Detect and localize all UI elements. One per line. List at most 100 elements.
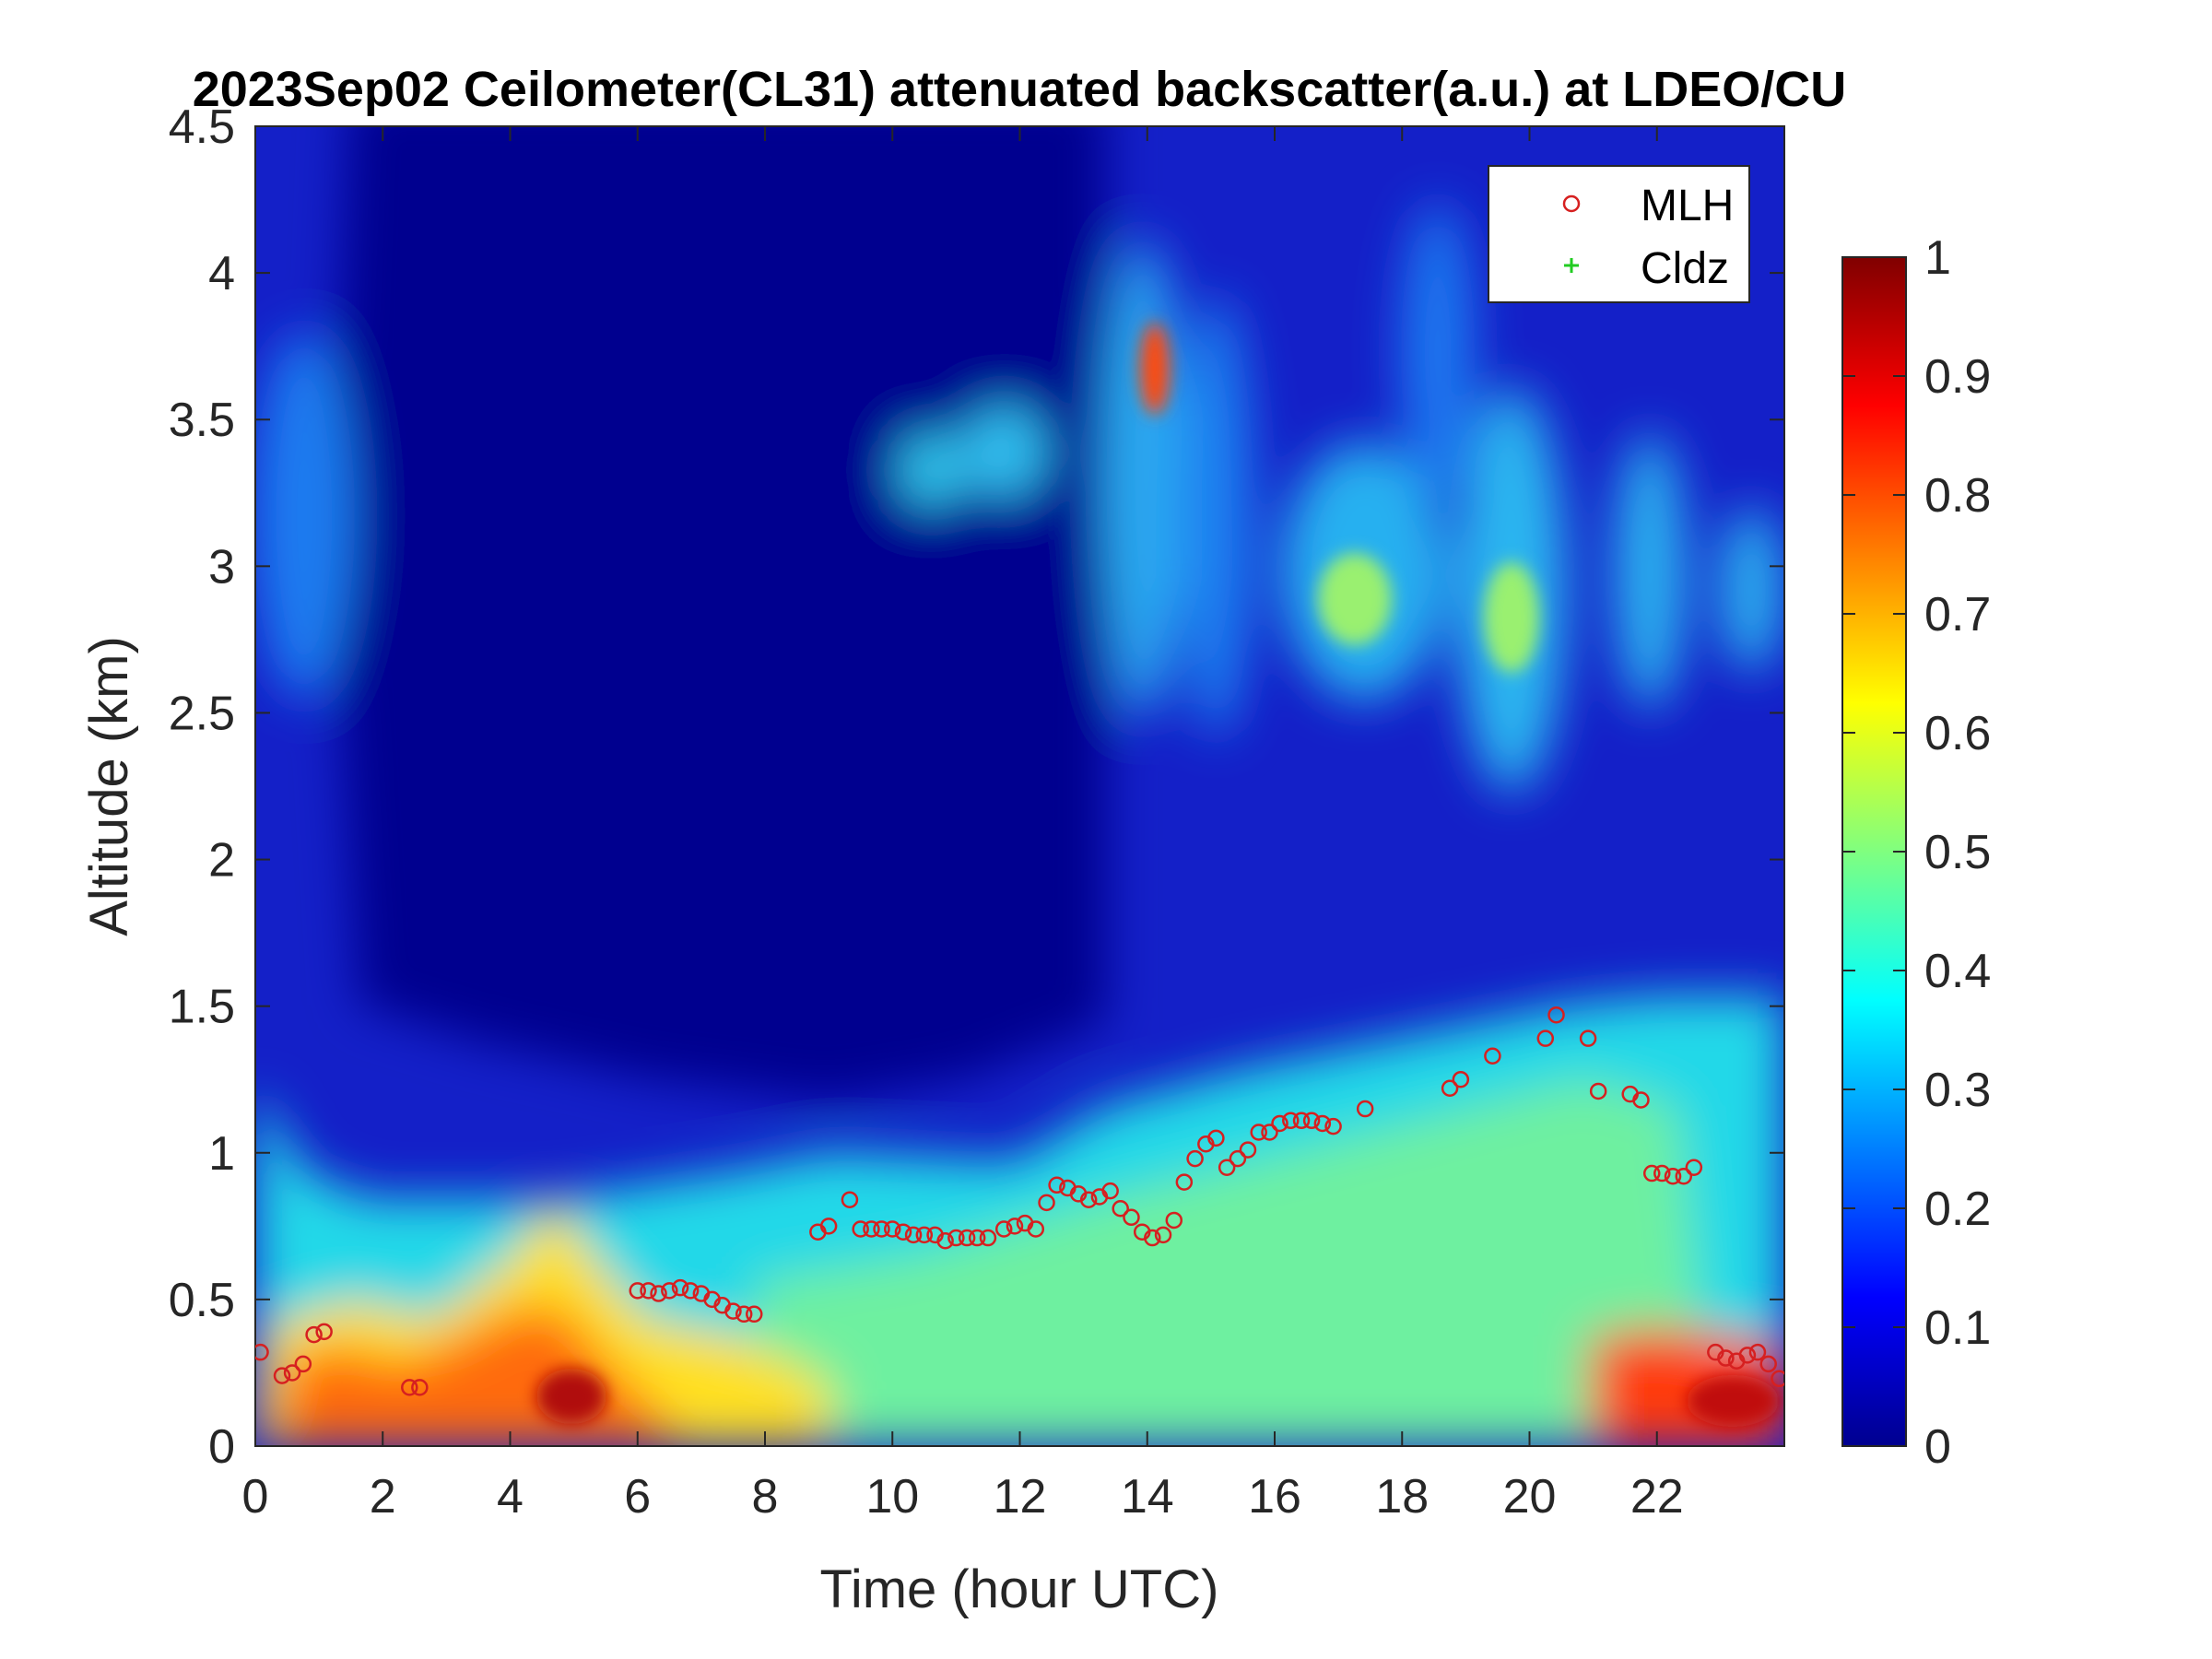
mlh-point [1218,1159,1236,1176]
mlh-point [1175,1173,1194,1191]
x-axis: 0 2 4 6 8 10 12 14 16 18 20 22 [242,126,1684,1524]
mlh-point [979,1229,997,1247]
mlh-point [1589,1082,1607,1100]
mlh-point [411,1379,429,1396]
mlh-point [958,1229,976,1247]
mlh-point [735,1305,753,1324]
x-tick-label: 16 [1248,1470,1301,1524]
mlh-point [724,1302,742,1320]
colorbar-tick-label: 0.5 [1924,826,1991,879]
y-tick-label: 3.5 [169,394,235,447]
mlh-point [852,1220,869,1238]
mlh-point [884,1220,901,1238]
mlh-point [255,1343,269,1361]
mlh-point [1165,1211,1183,1230]
mlh-point [1292,1112,1311,1130]
legend-cldz-label: Cldz [1641,244,1729,293]
y-axis-title: Altitude (km) [79,636,139,936]
mlh-point [1154,1226,1172,1244]
mlh-point [1441,1079,1459,1098]
mlh-point [401,1379,418,1396]
mlh-point [1261,1124,1278,1141]
mlh-series [255,1006,1784,1396]
mlh-point [1282,1112,1300,1130]
y-axis: 0 0.5 1 1.5 2 2.5 3 3.5 4 4.5 [169,100,1784,1474]
mlh-point [1313,1114,1332,1133]
colorbar-tick-label: 0.6 [1924,707,1991,760]
x-tick-label: 18 [1375,1470,1429,1524]
mlh-point [1112,1199,1129,1218]
mlh-point [273,1367,291,1384]
mlh-point [1717,1349,1735,1367]
mlh-point [1239,1141,1257,1159]
mlh-point [1653,1164,1671,1182]
mlh-point [1048,1176,1065,1194]
colorbar-tick-label: 0.7 [1924,588,1991,641]
mlh-point [1229,1149,1247,1168]
legend-mlh-label: MLH [1641,182,1734,230]
legend-box [1488,165,1750,303]
mlh-point [1738,1347,1757,1364]
mlh-point [1207,1129,1225,1147]
y-tick-label: 4 [208,247,235,300]
mlh-point [640,1282,657,1300]
mlh-point [661,1282,678,1300]
y-tick-label: 4.5 [169,100,235,154]
x-tick-label: 20 [1503,1470,1557,1524]
mlh-point [1186,1149,1204,1168]
mlh-point [650,1285,667,1302]
y-tick-label: 2.5 [169,687,235,740]
mlh-point [1027,1220,1045,1238]
x-tick-label: 12 [994,1470,1047,1524]
mlh-point [1123,1208,1140,1227]
colorbar-tick-label: 0.3 [1924,1064,1991,1117]
mlh-point [1356,1100,1374,1118]
x-tick-label: 2 [370,1470,396,1524]
legend-mlh-marker [1562,194,1581,213]
x-tick-label: 22 [1630,1470,1684,1524]
y-tick-label: 1 [208,1127,235,1181]
mlh-point [1632,1091,1650,1109]
colorbar-ticks: 0 0.1 0.2 0.3 0.4 0.5 0.6 0.7 0.8 0.9 1 [1842,231,1991,1474]
colorbar-tick-label: 0 [1924,1420,1951,1474]
mlh-point [1079,1191,1098,1208]
mlh-point [1536,1030,1555,1047]
mlh-point [1038,1194,1055,1212]
mlh-point [1452,1070,1470,1088]
mlh-point [1579,1030,1597,1047]
mlh-point [994,1220,1013,1238]
x-tick-label: 6 [624,1470,651,1524]
mlh-point [671,1278,689,1297]
mlh-point [936,1231,954,1250]
mlh-point [283,1364,301,1382]
mlh-point [904,1226,923,1244]
mlh-point [1759,1355,1777,1373]
mlh-point [1101,1182,1119,1200]
mlh-point [1302,1112,1321,1130]
x-tick-label: 4 [497,1470,524,1524]
mlh-point [681,1282,700,1300]
mlh-point [1664,1167,1682,1185]
mlh-point [1685,1159,1703,1176]
colorbar-tick-label: 0.9 [1924,350,1991,404]
mlh-point [1144,1229,1161,1247]
heatmap [255,126,1784,1446]
x-tick-label: 0 [242,1470,269,1524]
mlh-point [1748,1343,1767,1361]
legend-cldz-marker [1564,258,1579,273]
y-tick-label: 1.5 [169,981,235,1034]
mlh-point [915,1226,934,1244]
y-tick-label: 3 [208,540,235,594]
mlh-point [841,1191,859,1208]
colorbar-tick-label: 0.2 [1924,1182,1991,1236]
mlh-point [947,1229,965,1247]
mlh-point [1250,1124,1267,1141]
mlh-point [305,1325,323,1344]
mlh-point [1675,1167,1693,1185]
colorbar-tick-label: 0.8 [1924,469,1991,523]
x-tick-label: 14 [1121,1470,1174,1524]
mlh-point [873,1220,890,1238]
mlh-point [1484,1047,1501,1065]
mlh-point [629,1282,646,1300]
